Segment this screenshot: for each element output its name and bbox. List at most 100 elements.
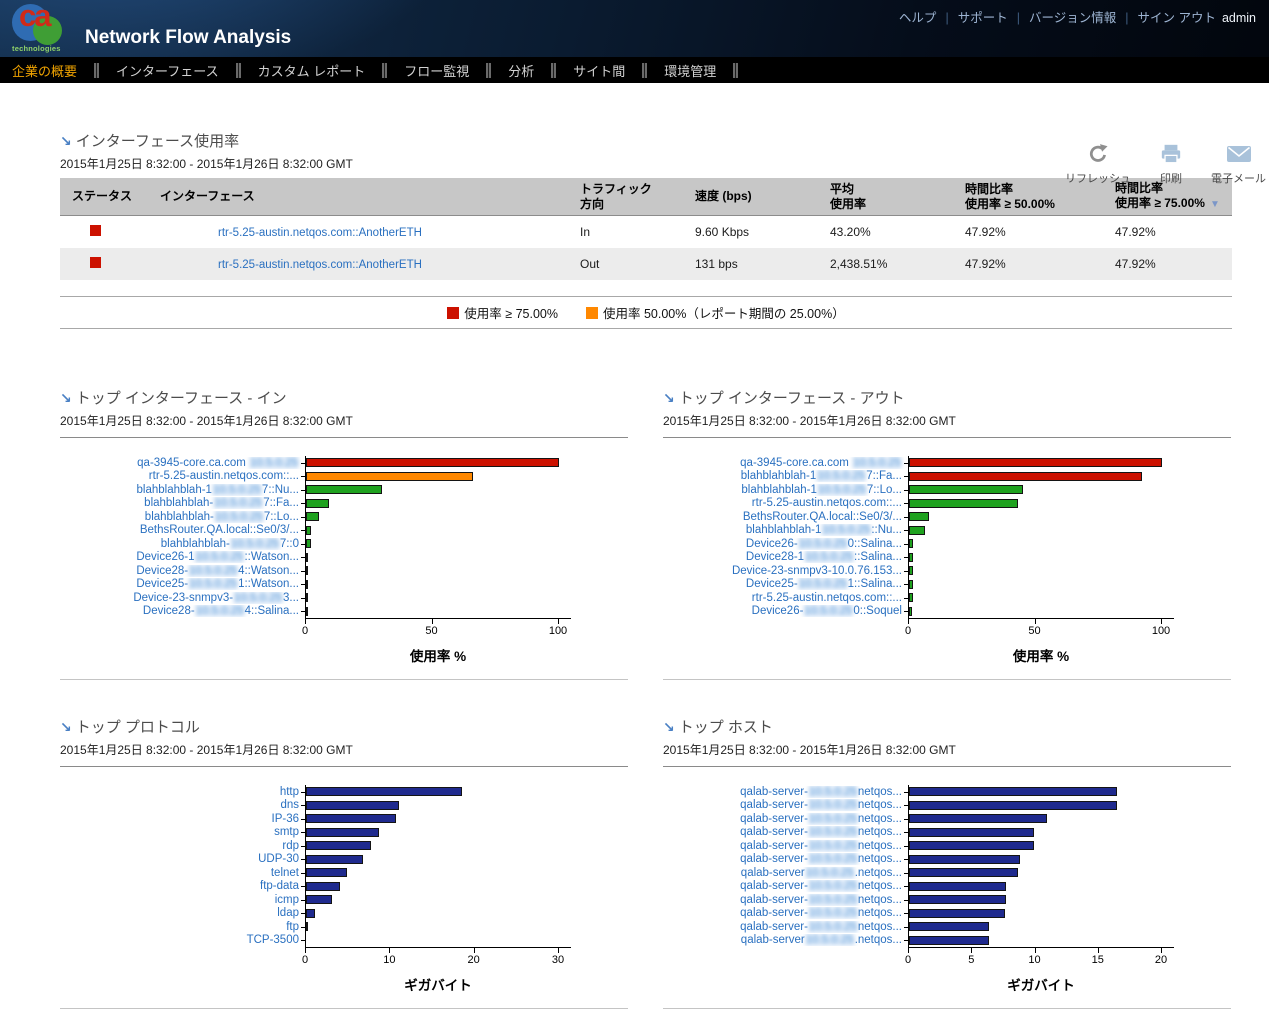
chart-bar[interactable]	[306, 525, 312, 535]
chart-bar[interactable]	[909, 485, 1023, 495]
chart-bar[interactable]	[909, 908, 1006, 918]
chart-bar[interactable]	[306, 814, 397, 824]
chart-bar-label[interactable]: smtp	[60, 826, 305, 838]
chart-bar-label[interactable]: ldap	[60, 907, 305, 919]
chart-bar-label[interactable]: blahblahblah-110.5.0.25::Nu...	[663, 524, 908, 537]
chart-bar[interactable]	[909, 458, 1162, 468]
chart-bar-label[interactable]: qalab-server-10.5.0.25netqos...	[663, 839, 908, 852]
chart-bar[interactable]	[909, 593, 913, 603]
chart-bar[interactable]	[306, 800, 399, 810]
chart-bar-label[interactable]: qalab-server-10.5.0.25netqos...	[663, 853, 908, 866]
chart-bar-label[interactable]: qalab-server-10.5.0.25netqos...	[663, 812, 908, 825]
chart-bar-label[interactable]: ftp	[60, 921, 305, 933]
nav-tab-custom-reports[interactable]: カスタム レポート	[257, 63, 366, 79]
chart-bar[interactable]	[306, 606, 308, 616]
chart-bar[interactable]	[306, 579, 308, 589]
support-link[interactable]: サポート	[957, 11, 1008, 25]
chart-bar-label[interactable]: dns	[60, 799, 305, 811]
chart-bar[interactable]	[909, 787, 1117, 797]
nav-tab-administration[interactable]: 環境管理	[664, 63, 717, 79]
chart-bar-label[interactable]: blahblahblah-110.5.0.257::Lo...	[663, 483, 908, 496]
chart-bar-label[interactable]: rtr-5.25-austin.netqos.com::...	[663, 592, 908, 604]
chart-bar[interactable]	[909, 498, 1018, 508]
chart-bar-label[interactable]: TCP-3500	[60, 934, 305, 946]
chart-bar[interactable]	[306, 841, 371, 851]
chart-bar-label[interactable]: qalab-server-10.5.0.25netqos...	[663, 920, 908, 933]
chart-bar-label[interactable]: blahblahblah-110.5.0.257::Nu...	[60, 483, 305, 496]
chart-bar[interactable]	[909, 800, 1117, 810]
chart-bar[interactable]	[909, 935, 989, 945]
nav-tab-interfaces[interactable]: インターフェース	[116, 63, 219, 79]
chart-bar[interactable]	[306, 512, 319, 522]
chart-bar-label[interactable]: Device26-10.5.0.250::Soquel	[663, 605, 908, 618]
chart-bar-label[interactable]: blahblahblah-10.5.0.257::0	[60, 537, 305, 550]
sign-out-link[interactable]: サイン アウト	[1137, 11, 1216, 25]
chart-bar-label[interactable]: rtr-5.25-austin.netqos.com::...	[60, 470, 305, 482]
interface-link[interactable]: rtr-5.25-austin.netqos.com::AnotherETH	[218, 227, 422, 239]
chart-bar-label[interactable]: BethsRouter.QA.local::Se0/3/...	[663, 511, 908, 523]
chart-bar-label[interactable]: qa-3945-core.ca.com 10.5.0.25	[60, 456, 305, 469]
chart-bar[interactable]	[306, 908, 316, 918]
nav-tab-flow-monitor[interactable]: フロー監視	[404, 63, 470, 79]
chart-bar[interactable]	[909, 512, 930, 522]
column-header-time-pct-75[interactable]: 時間比率 使用率 ≥ 75.00% ▼	[1115, 181, 1220, 211]
nav-tab-analysis[interactable]: 分析	[508, 63, 535, 79]
chart-bar-label[interactable]: blahblahblah-110.5.0.257::Fa...	[663, 470, 908, 483]
chart-bar[interactable]	[306, 895, 333, 905]
chart-bar[interactable]	[909, 841, 1035, 851]
help-link[interactable]: ヘルプ	[898, 11, 937, 25]
print-button[interactable]: 印刷	[1145, 143, 1197, 186]
chart-bar-label[interactable]: qalab-server-10.5.0.25netqos...	[663, 880, 908, 893]
chart-bar[interactable]	[909, 539, 913, 549]
chart-bar[interactable]	[909, 827, 1035, 837]
chart-bar[interactable]	[909, 868, 1018, 878]
chart-bar[interactable]	[306, 593, 308, 603]
chart-bar[interactable]	[909, 606, 912, 616]
chart-bar[interactable]	[306, 471, 473, 481]
chart-bar-label[interactable]: Device25-10.5.0.251::Salina...	[663, 578, 908, 591]
chart-bar-label[interactable]: qalab-server10.5.0.25.netqos...	[663, 866, 908, 879]
chart-bar-label[interactable]: qalab-server-10.5.0.25netqos...	[663, 907, 908, 920]
nav-tab-site-to-site[interactable]: サイト間	[573, 63, 626, 79]
chart-bar[interactable]	[909, 854, 1021, 864]
chart-bar-label[interactable]: Device28-110.5.0.25::Salina...	[663, 551, 908, 564]
chart-bar[interactable]	[306, 566, 308, 576]
chart-bar[interactable]	[306, 539, 312, 549]
refresh-button[interactable]: リフレッシュ	[1065, 143, 1131, 186]
chart-bar[interactable]	[909, 895, 1007, 905]
chart-bar-label[interactable]: Device26-110.5.0.25::Watson...	[60, 551, 305, 564]
chart-bar-label[interactable]: IP-36	[60, 813, 305, 825]
chart-bar[interactable]	[909, 881, 1007, 891]
chart-bar-label[interactable]: qalab-server10.5.0.25.netqos...	[663, 934, 908, 947]
chart-bar[interactable]	[909, 566, 913, 576]
chart-bar-label[interactable]: blahblahblah-10.5.0.257::Lo...	[60, 510, 305, 523]
chart-bar[interactable]	[306, 552, 308, 562]
chart-bar-label[interactable]: UDP-30	[60, 853, 305, 865]
chart-bar-label[interactable]: BethsRouter.QA.local::Se0/3/...	[60, 524, 305, 536]
chart-bar-label[interactable]: qa-3945-core.ca.com 10.5.0.25	[663, 456, 908, 469]
chart-bar[interactable]	[306, 498, 329, 508]
chart-bar[interactable]	[306, 827, 380, 837]
email-button[interactable]: 電子メール	[1211, 143, 1266, 186]
chart-bar[interactable]	[909, 814, 1047, 824]
chart-bar-label[interactable]: http	[60, 786, 305, 798]
chart-bar[interactable]	[306, 854, 364, 864]
chart-bar-label[interactable]: telnet	[60, 867, 305, 879]
chart-bar[interactable]	[909, 922, 989, 932]
chart-bar-label[interactable]: ftp-data	[60, 880, 305, 892]
chart-bar[interactable]	[909, 579, 913, 589]
chart-bar-label[interactable]: Device25-10.5.0.251::Watson...	[60, 578, 305, 591]
nav-tab-enterprise-overview[interactable]: 企業の概要	[12, 63, 78, 79]
chart-bar-label[interactable]: rtr-5.25-austin.netqos.com::...	[663, 497, 908, 509]
chart-bar-label[interactable]: qalab-server-10.5.0.25netqos...	[663, 785, 908, 798]
chart-bar-label[interactable]: Device26-10.5.0.250::Salina...	[663, 537, 908, 550]
chart-bar[interactable]	[306, 787, 462, 797]
chart-bar-label[interactable]: rdp	[60, 840, 305, 852]
chart-bar-label[interactable]: Device28-10.5.0.254::Watson...	[60, 564, 305, 577]
interface-link[interactable]: rtr-5.25-austin.netqos.com::AnotherETH	[218, 259, 422, 271]
chart-bar[interactable]	[909, 552, 913, 562]
chart-bar[interactable]	[306, 458, 559, 468]
chart-bar-label[interactable]: qalab-server-10.5.0.25netqos...	[663, 826, 908, 839]
chart-bar[interactable]	[306, 868, 348, 878]
chart-bar-label[interactable]: Device28-10.5.0.254::Salina...	[60, 605, 305, 618]
